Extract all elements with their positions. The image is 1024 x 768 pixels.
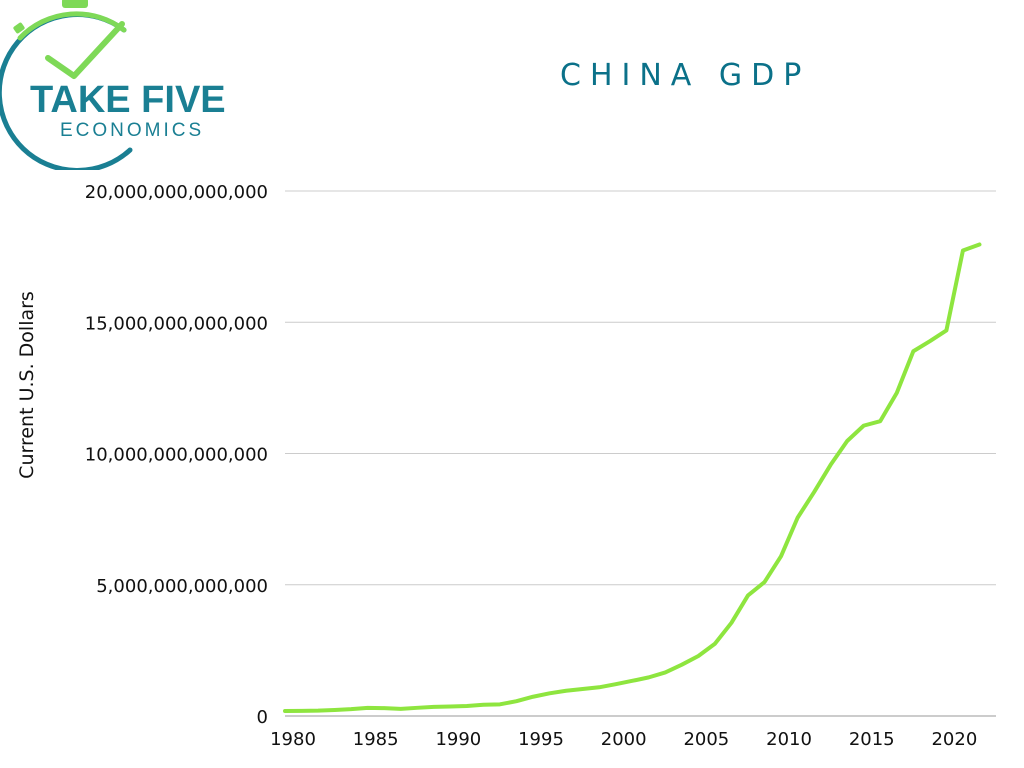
y-axis-label: Current U.S. Dollars bbox=[16, 291, 38, 479]
grid-lines bbox=[285, 190, 996, 586]
logo-brand-bottom: ECONOMICS bbox=[60, 120, 204, 141]
y-tick-label: 10,000,000,000,000 bbox=[85, 445, 268, 466]
x-tick-label: 1985 bbox=[353, 729, 399, 750]
chart-title: CHINA GDP bbox=[560, 58, 811, 93]
x-tick-label: 1990 bbox=[435, 729, 481, 750]
logo-brand-top: TAKE FIVE bbox=[30, 79, 226, 121]
x-tick-label: 2015 bbox=[849, 729, 895, 750]
y-tick-label: 5,000,000,000,000 bbox=[96, 576, 268, 597]
y-tick-label: 20,000,000,000,000 bbox=[85, 182, 268, 203]
x-tick-label: 1995 bbox=[518, 729, 564, 750]
y-tick-label: 15,000,000,000,000 bbox=[85, 313, 268, 334]
x-tick-label: 2010 bbox=[766, 729, 812, 750]
take-five-economics-logo: TAKE FIVE ECONOMICS bbox=[0, 0, 226, 170]
x-tick-label: 2000 bbox=[601, 729, 647, 750]
x-tick-label: 1980 bbox=[270, 729, 316, 750]
x-axis-ticks: 1980 1985 1990 1995 2000 2005 2010 2015 2020 bbox=[270, 729, 977, 750]
series-line-china-gdp bbox=[283, 242, 982, 713]
series-layer bbox=[283, 242, 982, 713]
x-tick-label: 2005 bbox=[683, 729, 729, 750]
y-axis-ticks: 0 5,000,000,000,000 10,000,000,000,000 15,0… bbox=[85, 182, 268, 728]
y-tick-label: 0 bbox=[257, 707, 268, 728]
x-tick-label: 2020 bbox=[931, 729, 977, 750]
